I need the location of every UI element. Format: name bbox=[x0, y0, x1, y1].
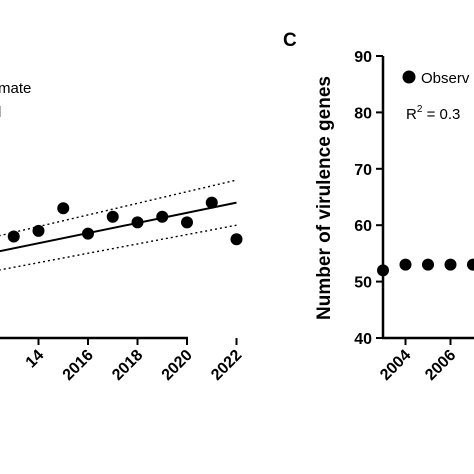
right-r2-label: R2 = 0.3 bbox=[406, 104, 460, 123]
left-point-2014 bbox=[32, 224, 45, 237]
left-legend-fragment-1: mate bbox=[0, 80, 31, 97]
left-x-tick-label-2014: 14 bbox=[23, 347, 48, 372]
left-x-tick-labels: 14 2016 2018 2020 2022 bbox=[23, 347, 246, 384]
left-point-2017 bbox=[106, 210, 119, 223]
right-y-tick-label-80: 80 bbox=[354, 105, 372, 122]
right-legend-marker bbox=[402, 70, 416, 84]
right-point-2006 bbox=[444, 258, 457, 271]
left-point-2015 bbox=[57, 202, 70, 215]
left-point-2020 bbox=[181, 216, 193, 229]
right-y-ticks bbox=[376, 55, 383, 339]
left-point-2013 bbox=[7, 230, 20, 243]
right-r2-value: = 0.3 bbox=[422, 106, 460, 123]
left-x-tick-label-2016: 2016 bbox=[60, 347, 97, 384]
left-ci-lower-line bbox=[0, 224, 237, 271]
left-point-2018 bbox=[131, 216, 144, 229]
right-data-points bbox=[377, 258, 474, 277]
right-legend-label: Observ bbox=[421, 70, 470, 87]
left-point-2016 bbox=[82, 227, 94, 240]
right-x-tick-label-2004: 2004 bbox=[377, 347, 414, 384]
right-y-tick-label-90: 90 bbox=[354, 49, 372, 66]
left-regression-line bbox=[0, 201, 237, 253]
left-point-2019 bbox=[156, 210, 169, 223]
right-point-2005 bbox=[422, 258, 434, 271]
right-r2-prefix: R bbox=[406, 106, 417, 123]
right-x-tick-label-2006: 2006 bbox=[422, 347, 459, 384]
right-y-tick-label-50: 50 bbox=[354, 275, 372, 292]
left-x-tick-label-2020: 2020 bbox=[159, 347, 196, 384]
right-point-2004 bbox=[399, 258, 412, 271]
left-x-ticks bbox=[37, 338, 238, 345]
right-y-axis-label: Number of virulence genes bbox=[314, 76, 335, 320]
right-point-2007 bbox=[467, 258, 474, 271]
right-r2-superscript: 2 bbox=[417, 104, 423, 115]
left-x-tick-label-2022: 2022 bbox=[208, 347, 245, 384]
right-x-ticks bbox=[404, 338, 452, 345]
right-y-tick-label-70: 70 bbox=[354, 162, 372, 179]
left-ci-upper-line bbox=[0, 179, 237, 237]
right-y-tick-label-40: 40 bbox=[354, 331, 372, 348]
panel-label-c: C bbox=[283, 30, 297, 51]
left-x-tick-label-2018: 2018 bbox=[109, 347, 146, 384]
left-legend-fragment-2: l bbox=[0, 104, 1, 121]
right-panel: C Number of virulence genes 40 50 60 70 80 90… bbox=[283, 30, 474, 384]
left-point-2021 bbox=[205, 196, 218, 209]
left-point-2022 bbox=[230, 233, 243, 246]
right-x-tick-labels: 2004200620 bbox=[377, 347, 459, 384]
left-data-points bbox=[7, 196, 243, 246]
left-panel: 14 2016 2018 2020 2022 mate l bbox=[0, 80, 245, 384]
right-y-tick-labels: 40 50 60 70 80 90 bbox=[354, 49, 372, 348]
right-point-2003 bbox=[377, 264, 389, 277]
right-y-tick-label-60: 60 bbox=[354, 218, 372, 235]
